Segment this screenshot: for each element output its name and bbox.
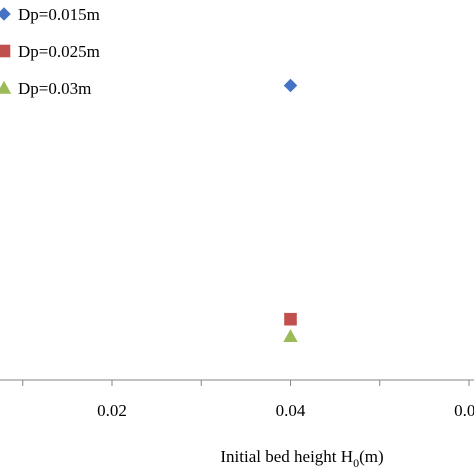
legend-marker (0, 80, 12, 94)
legend-entry: Dp=0.015m (0, 5, 100, 24)
legend-label: Dp=0.03m (18, 79, 91, 98)
legend-entry: Dp=0.03m (0, 79, 91, 98)
data-points (283, 78, 298, 343)
legend-marker (0, 7, 11, 21)
x-tick-label-layer: 0.020.040.060.080 (97, 401, 474, 420)
data-point (283, 78, 298, 93)
legend-entry: Dp=0.025m (0, 42, 100, 61)
x-axis-title-main: Initial bed height H (220, 447, 353, 466)
x-axis-title: Initial bed height H0(m) (220, 447, 383, 470)
legend: Dp=0.015m Dp=0.025m Dp=0.03m (0, 5, 100, 98)
data-point (283, 329, 298, 343)
x-axis-title-subscript: 0 (353, 456, 359, 470)
x-tick-label: 0.02 (97, 401, 127, 420)
data-point (284, 312, 297, 326)
x-axis-title-unit: (m) (359, 447, 384, 466)
x-tick-label: 0.04 (276, 401, 306, 420)
x-tick-label: 0.06 (454, 401, 474, 420)
legend-label: Dp=0.025m (18, 42, 100, 61)
legend-marker (0, 44, 11, 58)
x-tick-layer (22, 380, 470, 386)
series-points (283, 329, 298, 343)
series-points (284, 312, 297, 326)
series-points (283, 78, 298, 93)
legend-label: Dp=0.015m (18, 5, 100, 24)
